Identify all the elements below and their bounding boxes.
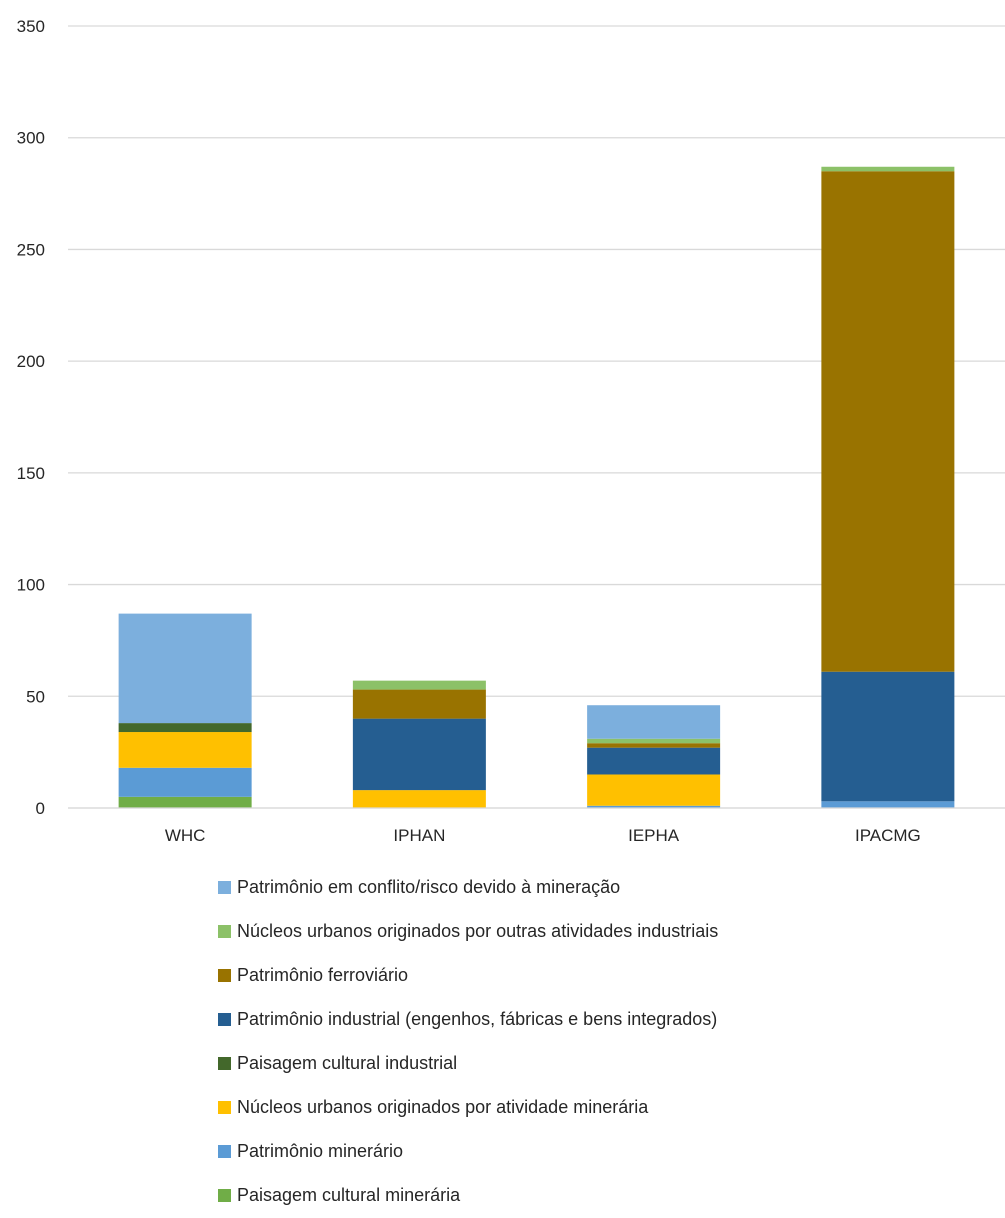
y-tick-label: 250	[17, 240, 45, 259]
bar-segment-whc	[118, 796, 252, 808]
bar-segment-iepha	[587, 705, 721, 739]
bar-segment-ipacmg	[821, 801, 955, 808]
legend-label: Núcleos urbanos originados por outras at…	[237, 920, 719, 941]
y-tick-label: 0	[36, 799, 45, 818]
legend-item: Paisagem cultural minerária	[218, 1173, 718, 1217]
legend-label: Paisagem cultural industrial	[237, 1052, 458, 1073]
x-category-label: IPACMG	[855, 826, 921, 845]
legend-item: Patrimônio ferroviário	[218, 953, 718, 997]
legend-label: Patrimônio ferroviário	[237, 964, 409, 985]
legend-swatch	[218, 1188, 231, 1202]
bar-segment-ipacmg	[821, 166, 955, 172]
y-tick-label: 50	[26, 687, 45, 706]
legend-swatch	[218, 1144, 231, 1158]
y-tick-label: 100	[17, 576, 45, 595]
legend-swatch	[218, 968, 231, 982]
bar-segment-iepha	[587, 743, 721, 748]
y-tick-label: 200	[17, 352, 45, 371]
legend-swatch	[218, 1056, 231, 1070]
legend-item: Núcleos urbanos originados por outras at…	[218, 909, 718, 953]
legend-item: Patrimônio em conflito/risco devido à mi…	[218, 865, 718, 909]
legend: Patrimônio em conflito/risco devido à mi…	[218, 865, 718, 1217]
bar-segment-iepha	[587, 747, 721, 775]
legend-swatch	[218, 1012, 231, 1026]
legend-swatch	[218, 880, 231, 894]
legend-item: Patrimônio minerário	[218, 1129, 718, 1173]
legend-label: Paisagem cultural minerária	[237, 1184, 461, 1205]
legend-label: Patrimônio em conflito/risco devido à mi…	[237, 876, 621, 897]
bar-segment-whc	[118, 723, 252, 733]
bar-segment-iphan	[352, 680, 486, 690]
legend-swatch	[218, 924, 231, 938]
legend-item: Patrimônio industrial (engenhos, fábrica…	[218, 997, 718, 1041]
y-axis-ticks: 0 50 100 150 200 250 300 350	[17, 17, 45, 818]
bar-segment-iepha	[587, 738, 721, 744]
bar-segment-iphan	[352, 790, 486, 808]
x-axis: WHC IPHAN IEPHA IPACMG	[68, 807, 1005, 845]
legend-label: Patrimônio minerário	[237, 1140, 404, 1161]
y-tick-label: 150	[17, 464, 45, 483]
bar-segment-whc	[118, 613, 252, 724]
bar-segment-iphan	[352, 689, 486, 719]
bars	[118, 166, 955, 808]
stacked-bar-chart: 0 50 100 150 200 250 300 350 WHC IPHAN IEPHA IPACM…	[17, 17, 1005, 845]
bar-segment-whc	[118, 732, 252, 768]
y-tick-label: 300	[17, 129, 45, 148]
y-tick-label: 350	[17, 17, 45, 36]
x-category-label: IPHAN	[393, 826, 445, 845]
bar-segment-iphan	[352, 718, 486, 791]
legend-label: Núcleos urbanos originados por atividade…	[237, 1096, 649, 1117]
legend-label: Patrimônio industrial (engenhos, fábrica…	[237, 1008, 718, 1029]
bar-segment-ipacmg	[821, 171, 955, 672]
x-category-label: WHC	[165, 826, 206, 845]
bar-segment-iepha	[587, 805, 721, 808]
legend-item: Paisagem cultural industrial	[218, 1041, 718, 1085]
legend-swatch	[218, 1100, 231, 1114]
bar-segment-iepha	[587, 774, 721, 806]
x-category-label: IEPHA	[628, 826, 680, 845]
legend-item: Núcleos urbanos originados por atividade…	[218, 1085, 718, 1129]
bar-segment-ipacmg	[821, 671, 955, 802]
bar-segment-whc	[118, 767, 252, 797]
